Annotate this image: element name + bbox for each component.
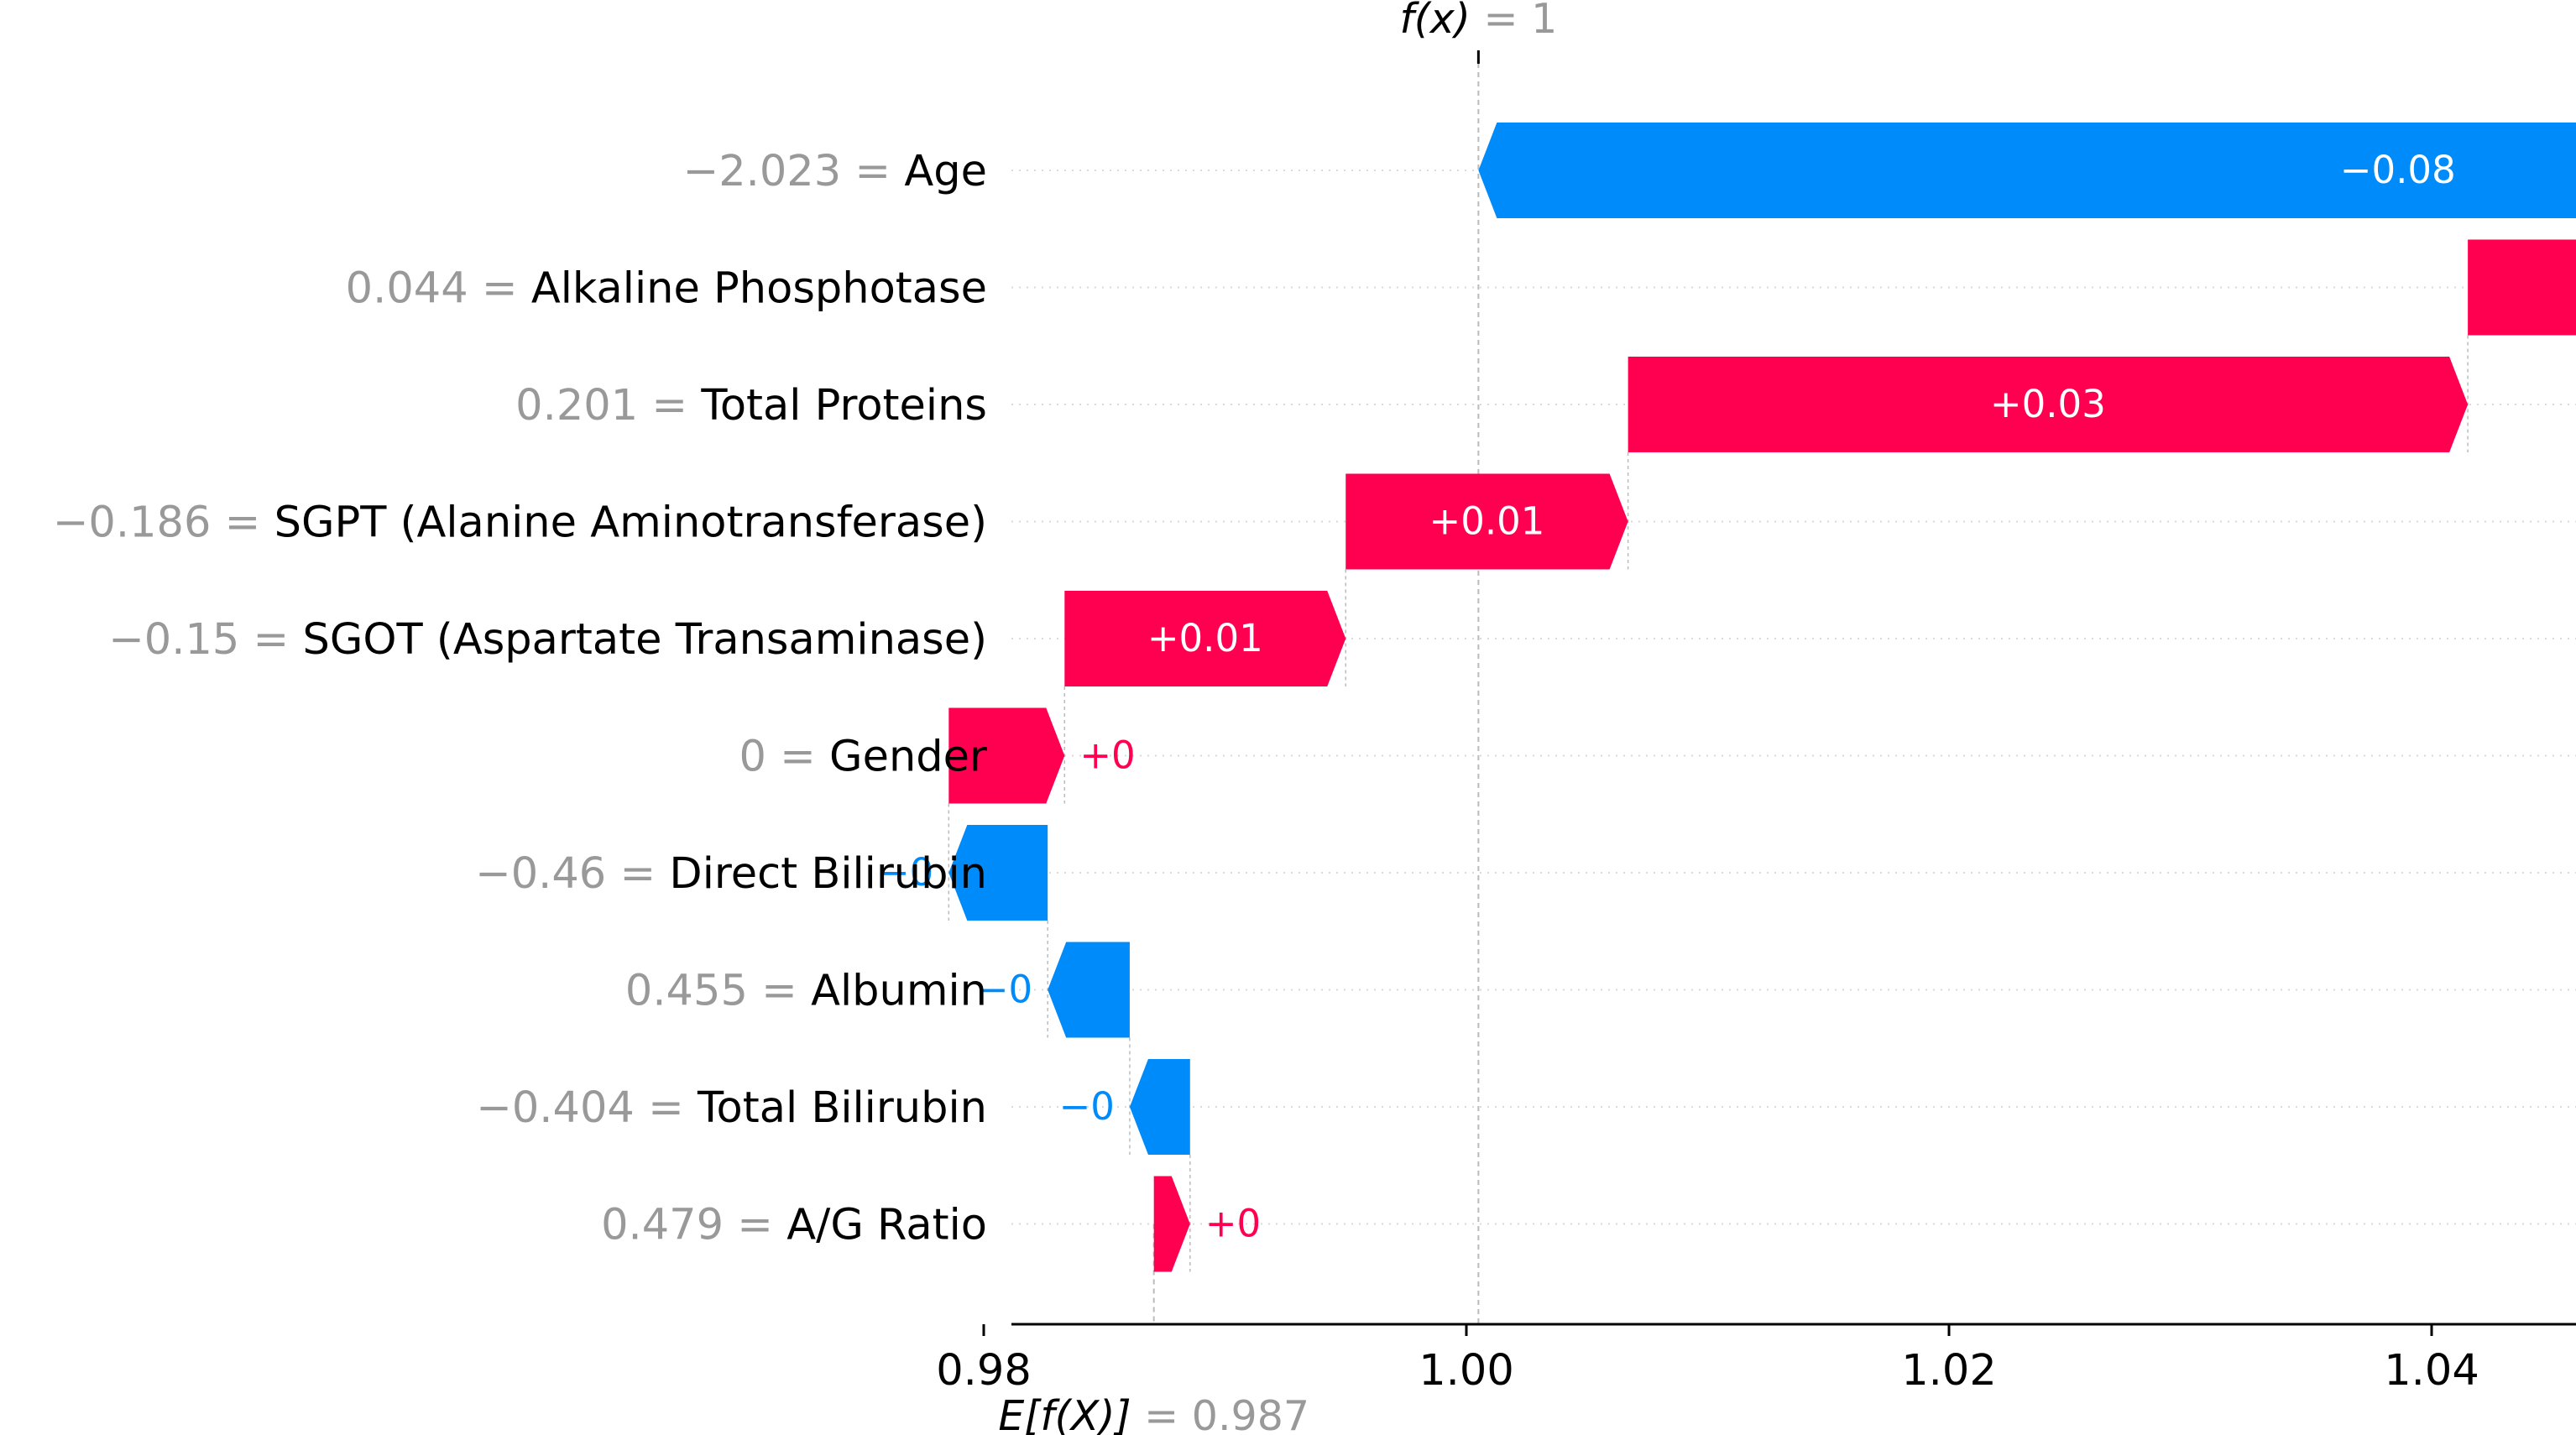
bar-value-label: −0.08	[2340, 148, 2456, 192]
feature-label: −0.46 = Direct Bilirubin	[475, 849, 987, 899]
feature-label: 0 = Gender	[739, 733, 987, 782]
feature-label: 0.479 = A/G Ratio	[601, 1201, 987, 1250]
feature-value: −0.186 =	[53, 498, 274, 548]
feature-name: Age	[904, 147, 987, 196]
reference-lines	[948, 54, 2469, 1324]
feature-label: 0.455 = Albumin	[625, 967, 987, 1016]
x-tick-label: 1.04	[2384, 1346, 2479, 1396]
feature-name: Direct Bilirubin	[669, 849, 987, 899]
x-axis: 0.981.001.021.041.061.08	[936, 1323, 2576, 1396]
feature-value: 0.479 =	[601, 1201, 786, 1250]
feature-label: 0.201 = Total Proteins	[515, 381, 987, 430]
feature-name: Total Bilirubin	[697, 1083, 987, 1133]
bar-pos	[1628, 357, 2469, 452]
feature-name: Total Proteins	[700, 381, 987, 430]
bar-neg	[1129, 1059, 1190, 1155]
fx-annotation: f(x) = 1	[1399, 0, 1557, 64]
feature-name: SGOT (Aspartate Transaminase)	[303, 615, 987, 665]
feature-label: −0.404 = Total Bilirubin	[476, 1083, 987, 1133]
feature-labels: −2.023 = Age 0.044 = Alkaline Phosphotase…	[53, 147, 987, 1250]
bar-value-label: +0.01	[1429, 499, 1544, 544]
x-tick-label: 0.98	[936, 1346, 1032, 1396]
fx-label-name: f(x)	[1399, 0, 1470, 43]
expected-value-name: E[f(X)]	[998, 1392, 1131, 1435]
feature-value: −2.023 =	[682, 147, 904, 196]
feature-value: −0.15 =	[108, 615, 302, 665]
bars: −0.08+0.04+0.03+0.01+0.01+0−0−0−0+0	[878, 123, 2576, 1272]
feature-value: −0.46 =	[475, 849, 669, 899]
expected-value-annotation: E[f(X)] = 0.987	[998, 1392, 1309, 1435]
bar-value-label: −0	[878, 850, 933, 895]
bar-pos	[1153, 1176, 1190, 1272]
bar-pos	[1064, 591, 1346, 686]
feature-value: 0.044 =	[346, 264, 531, 314]
feature-name: Gender	[829, 733, 987, 782]
feature-value: 0.201 =	[515, 381, 701, 430]
gridlines	[1011, 170, 2576, 1225]
bar-pos	[2468, 239, 2576, 336]
bar-pos	[1345, 473, 1628, 570]
expected-value-label: E[f(X)] = 0.987	[998, 1392, 1309, 1435]
feature-label: 0.044 = Alkaline Phosphotase	[346, 264, 987, 314]
bar-value-label: −0	[1059, 1084, 1115, 1129]
feature-label: −0.186 = SGPT (Alanine Aminotransferase)	[53, 498, 987, 548]
feature-value: 0 =	[739, 733, 829, 782]
bar-value-label: −0	[977, 968, 1032, 1012]
feature-value: 0.455 =	[625, 967, 811, 1016]
bar-neg	[1478, 123, 2576, 218]
bar-pos	[948, 707, 1065, 804]
feature-label: −0.15 = SGOT (Aspartate Transaminase)	[108, 615, 987, 665]
x-tick-label: 1.00	[1419, 1346, 1514, 1396]
bar-value-label: +0.01	[1147, 616, 1263, 660]
fx-label: f(x) = 1	[1399, 0, 1557, 43]
x-tick-label: 1.02	[1901, 1346, 1997, 1396]
bar-value-label: +0	[1079, 733, 1135, 778]
fx-value: = 1	[1471, 0, 1557, 43]
bar-neg	[948, 825, 1048, 921]
feature-label: −2.023 = Age	[682, 147, 987, 196]
bar-value-label: +0	[1205, 1202, 1261, 1246]
feature-name: Albumin	[811, 967, 987, 1016]
feature-name: A/G Ratio	[786, 1201, 987, 1250]
feature-name: SGPT (Alanine Aminotransferase)	[274, 498, 987, 548]
feature-name: Alkaline Phosphotase	[531, 264, 987, 314]
feature-value: −0.404 =	[476, 1083, 698, 1133]
bar-value-label: +0.03	[1990, 382, 2106, 426]
bar-neg	[1048, 942, 1130, 1038]
expected-value: = 0.987	[1131, 1392, 1310, 1435]
